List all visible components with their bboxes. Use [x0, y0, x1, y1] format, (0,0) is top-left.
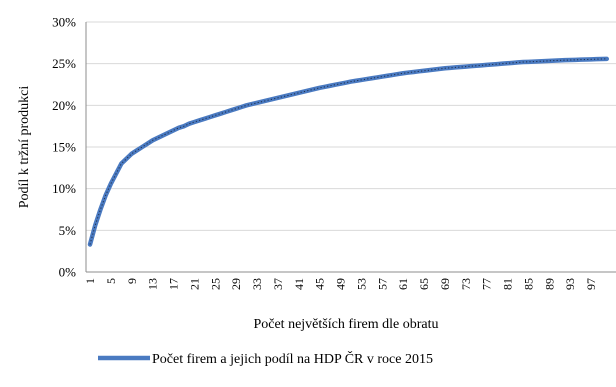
y-axis-title: Podíl k tržní produkci: [17, 86, 32, 209]
y-tick-label: 0%: [59, 265, 77, 280]
x-tick-labels: 1 5 9 13 17 21 25 29 33 37 41 45 49 53 57 61 65 69 73 77 81 8…: [83, 278, 598, 290]
x-tick-label: 13: [146, 278, 160, 290]
x-tick-label: 53: [354, 278, 368, 290]
gridlines: [86, 21, 616, 231]
x-tick-label: 73: [459, 278, 473, 290]
series-line: [87, 56, 610, 247]
legend-label: Počet firem a jejich podíl na HDP ČR v r…: [152, 350, 433, 367]
y-tick-label: 10%: [52, 181, 76, 196]
y-tick-label: 5%: [59, 223, 77, 238]
x-tick-label: 37: [271, 278, 285, 290]
x-tick-label: 33: [250, 278, 264, 290]
y-tick-label: 15%: [52, 140, 76, 155]
x-tick-label: 61: [396, 278, 410, 290]
x-tick-label: 29: [229, 278, 243, 290]
x-axis-title: Počet největších firem dle obratu: [253, 317, 438, 332]
x-tick-label: 77: [480, 278, 494, 290]
x-tick-label: 85: [521, 278, 535, 290]
x-tick-label: 1: [83, 278, 97, 284]
series-group: [87, 56, 610, 247]
x-tick-label: 9: [125, 278, 139, 284]
x-tick-label: 17: [167, 278, 181, 290]
x-tick-label: 65: [417, 278, 431, 290]
x-tick-label: 41: [292, 278, 306, 290]
x-tick-label: 49: [334, 278, 348, 290]
x-tick-label: 21: [187, 278, 201, 290]
x-tick-label: 69: [438, 278, 452, 290]
x-tick-label: 57: [375, 278, 389, 290]
x-tick-label: 81: [501, 278, 515, 290]
x-tick-label: 5: [104, 278, 118, 284]
x-tick-label: 89: [542, 278, 556, 290]
legend: Počet firem a jejich podíl na HDP ČR v r…: [98, 350, 433, 367]
y-tick-label: 25%: [52, 56, 76, 71]
x-tick-label: 25: [208, 278, 222, 290]
series-marker-trace: [89, 58, 607, 245]
y-tick-label: 30%: [52, 15, 76, 30]
y-tick-labels: 0% 5% 10% 15% 20% 25% 30%: [52, 15, 76, 280]
x-tick-label: 45: [313, 278, 327, 290]
y-tick-label: 20%: [52, 98, 76, 113]
x-tick-label: 97: [584, 278, 598, 290]
x-tick-label: 93: [563, 278, 577, 290]
